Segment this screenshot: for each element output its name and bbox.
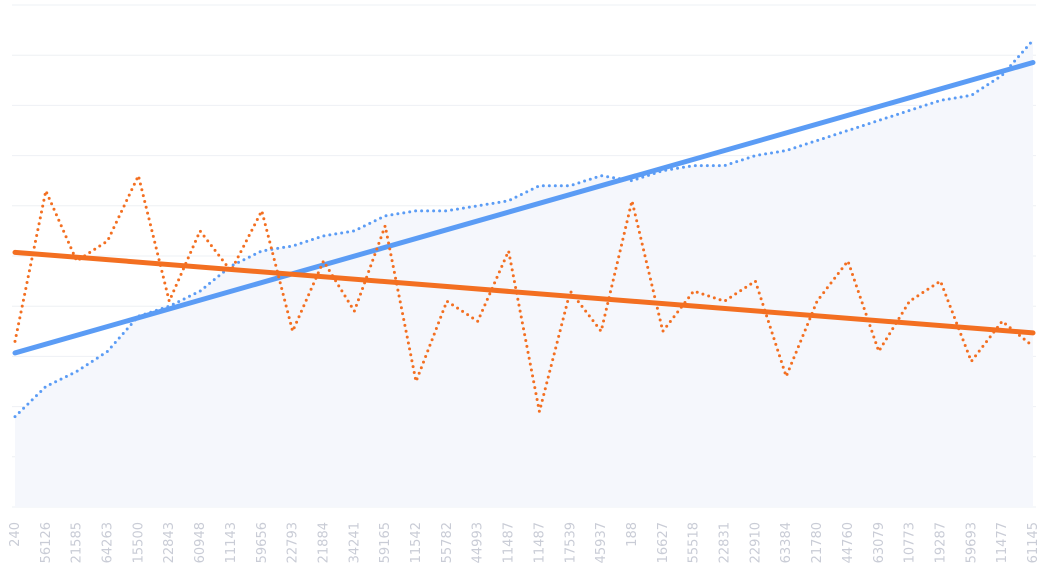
x-tick-label: 19287 — [933, 522, 948, 563]
x-tick-label: 59165 — [378, 522, 393, 563]
x-tick-label: 56126 — [39, 522, 54, 563]
x-tick-label: 22831 — [718, 522, 733, 563]
x-tick-label: 61145 — [1026, 522, 1041, 563]
x-tick-label: 21585 — [70, 522, 85, 563]
x-tick-label: 45937 — [594, 522, 609, 563]
x-tick-label: 11143 — [224, 522, 239, 563]
x-tick-label: 55518 — [687, 522, 702, 563]
x-tick-label: 64263 — [101, 522, 116, 563]
x-tick-label: 11487 — [502, 522, 517, 563]
x-tick-label: 11542 — [409, 522, 424, 563]
x-tick-label: 21884 — [316, 522, 331, 563]
trend-line — [12, 60, 1036, 356]
x-tick-label: 59693 — [964, 522, 979, 563]
x-tick-label: 21780 — [810, 522, 825, 563]
x-tick-label: 188 — [625, 522, 640, 547]
x-tick-label: 63079 — [872, 522, 887, 563]
x-tick-label: 22793 — [286, 522, 301, 563]
x-tick-label: 16627 — [656, 522, 671, 563]
x-tick-label: 240 — [8, 522, 23, 547]
x-tick-label: 59656 — [255, 522, 270, 563]
x-tick-label: 10773 — [903, 522, 918, 563]
x-tick-label: 17539 — [563, 522, 578, 563]
x-tick-label: 15500 — [131, 522, 146, 563]
x-tick-label: 22910 — [748, 522, 763, 563]
x-tick-label: 11477 — [995, 522, 1010, 563]
x-tick-label: 60948 — [193, 522, 208, 563]
trend-line — [12, 249, 1036, 336]
x-tick-label: 63384 — [779, 522, 794, 563]
area — [15, 40, 1033, 507]
x-tick-label: 34241 — [347, 522, 362, 563]
x-tick-label: 22843 — [162, 522, 177, 563]
x-tick-label: 44993 — [471, 522, 486, 563]
x-tick-label: 11487 — [532, 522, 547, 563]
x-tick-label: 55782 — [440, 522, 455, 563]
x-tick-label: 44760 — [841, 522, 856, 563]
line — [13, 38, 1035, 419]
